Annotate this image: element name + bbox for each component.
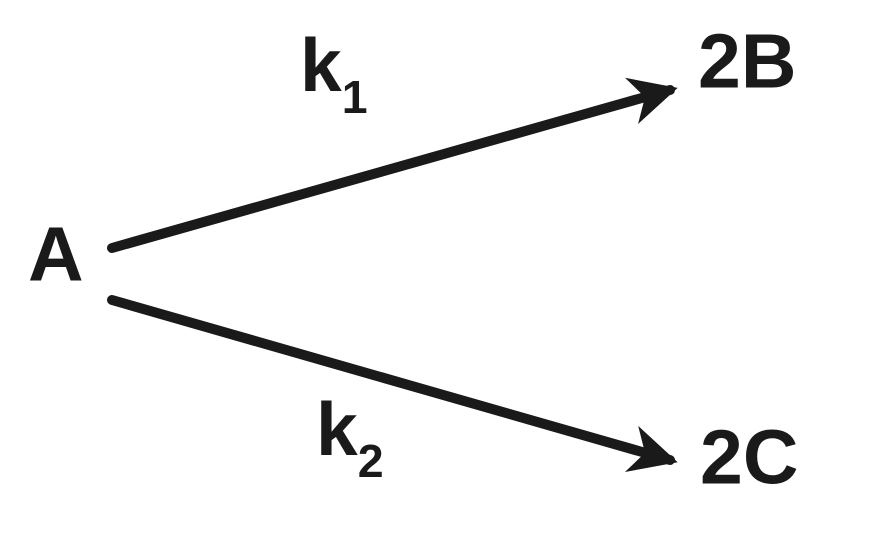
node-B: 2B — [698, 18, 796, 107]
edge-label-k2: k2 — [316, 386, 384, 482]
edge-label-k1: k1 — [300, 22, 368, 118]
edge-label-k1-k: k — [300, 23, 342, 107]
node-C: 2C — [700, 414, 798, 503]
arrow-A-to-C — [112, 300, 670, 460]
edge-label-k2-k: k — [316, 387, 358, 471]
node-C-label: 2C — [700, 415, 798, 501]
node-A: A — [28, 211, 84, 300]
edge-label-k1-sub: 1 — [342, 71, 368, 123]
edge-label-k2-sub: 2 — [358, 435, 384, 487]
reaction-diagram: A 2B 2C k1 k2 — [0, 0, 869, 547]
node-B-label: 2B — [698, 19, 796, 105]
node-A-label: A — [28, 212, 84, 298]
arrow-A-to-B — [112, 90, 670, 248]
